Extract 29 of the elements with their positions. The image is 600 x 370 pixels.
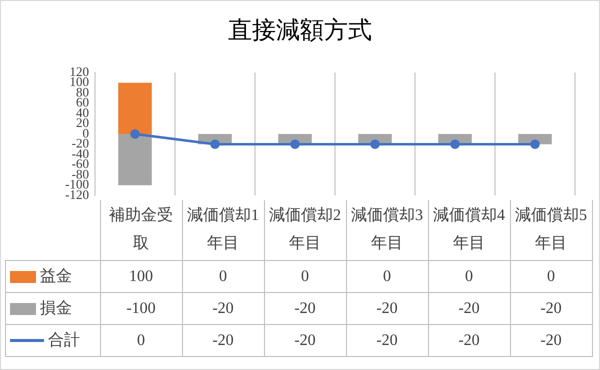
- data-label: 100: [100, 260, 182, 292]
- data-label: 0: [264, 260, 346, 292]
- data-label: 0: [428, 260, 510, 292]
- data-label: -100: [100, 292, 182, 324]
- data-label: -20: [510, 324, 592, 356]
- data-label: 0: [346, 260, 428, 292]
- data-label: -20: [510, 292, 592, 324]
- data-label: -20: [264, 292, 346, 324]
- data-label: -20: [428, 324, 510, 356]
- data-label: -20: [182, 324, 264, 356]
- legend-label: 益金: [6, 260, 100, 292]
- legend-label: 損金: [6, 292, 100, 324]
- y-tick-label: 120: [70, 64, 89, 79]
- data-label: -20: [346, 292, 428, 324]
- x-tick-label: 減価償却2年目: [264, 200, 346, 260]
- x-tick-label: 補助金受取: [100, 200, 182, 260]
- data-label: 0: [100, 324, 182, 356]
- x-tick-label: 減価償却3年目: [346, 200, 428, 260]
- x-tick-label: 減価償却5年目: [510, 200, 592, 260]
- data-label: -20: [428, 292, 510, 324]
- data-label: -20: [264, 324, 346, 356]
- x-tick-label: 減価償却4年目: [428, 200, 510, 260]
- legend-label: 合計: [6, 324, 100, 356]
- data-label: -20: [346, 324, 428, 356]
- data-label: 0: [510, 260, 592, 292]
- data-label: 0: [182, 260, 264, 292]
- data-label: -20: [182, 292, 264, 324]
- x-tick-label: 減価償却1年目: [182, 200, 264, 260]
- chart-title: 直接減額方式: [227, 16, 373, 46]
